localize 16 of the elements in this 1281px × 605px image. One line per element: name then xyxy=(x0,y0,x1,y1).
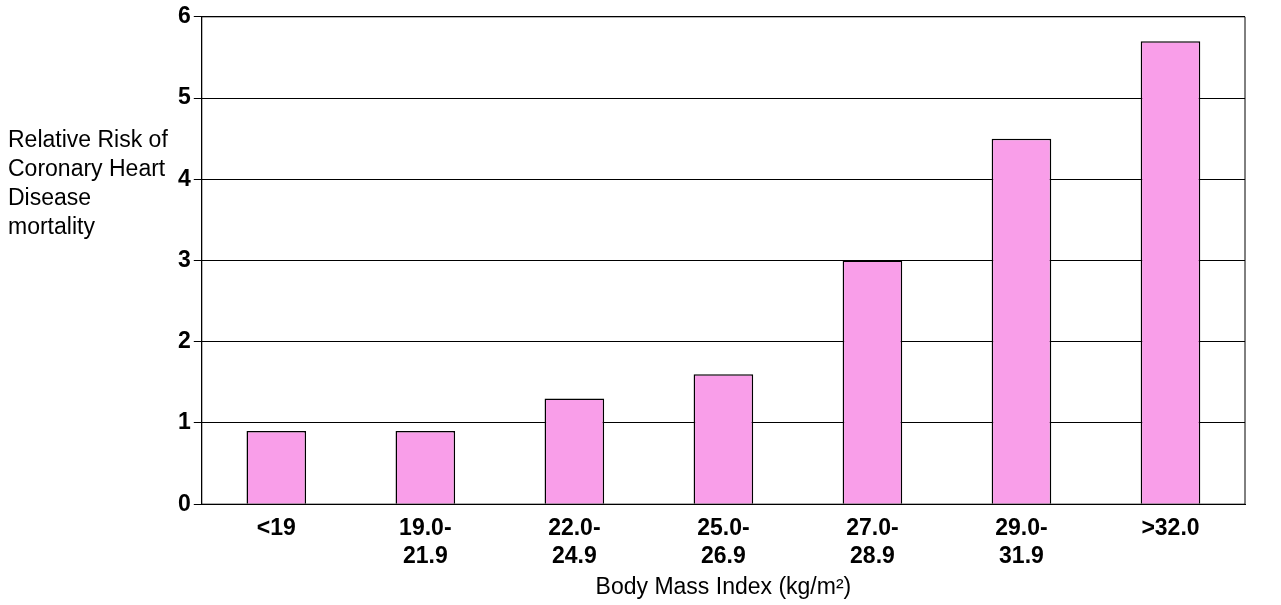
y-tick-label: 6 xyxy=(177,2,191,29)
y-axis-title: Relative Risk of Coronary Heart Disease mortality xyxy=(8,125,169,241)
y-tick-label: 4 xyxy=(177,164,191,191)
y-tick-label: 1 xyxy=(177,408,191,435)
x-tick-label: 29.0-31.9 xyxy=(995,514,1048,568)
x-tick-label: 22.0-24.9 xyxy=(548,514,601,568)
x-tick-label: 25.0-26.9 xyxy=(697,514,750,568)
y-tick-label: 5 xyxy=(177,83,191,110)
x-tick-label: 19.0-21.9 xyxy=(399,514,452,568)
y-tick-label: 2 xyxy=(177,327,191,354)
x-tick-label: 27.0-28.9 xyxy=(846,514,899,568)
x-tick-label: <19 xyxy=(256,514,296,541)
x-tick-label: >32.0 xyxy=(1141,514,1200,541)
y-tick-label: 3 xyxy=(177,245,191,272)
y-tick-label: 0 xyxy=(177,489,191,516)
x-axis-title: Body Mass Index (kg/m²) xyxy=(595,572,852,599)
